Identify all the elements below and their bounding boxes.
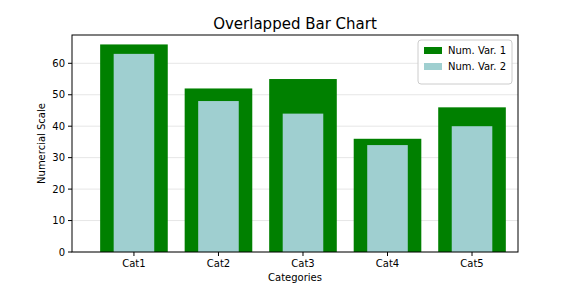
y-tick-label: 10 (52, 215, 65, 226)
x-tick-label: Cat1 (122, 258, 145, 269)
x-tick (302, 252, 303, 256)
y-axis-label: Numercial Scale (36, 103, 47, 184)
plot-frame (72, 35, 518, 252)
legend-label: Num. Var. 1 (448, 45, 506, 56)
legend-box (418, 40, 512, 84)
y-tick-label: 60 (52, 58, 65, 69)
legend-swatch (424, 63, 442, 70)
bar (269, 79, 337, 252)
bar (114, 54, 155, 252)
y-tick-label: 0 (59, 247, 65, 258)
chart: 0 10 20 30 40 50 60 Cat1 Cat2 Cat3 Cat4 Cat5 Overlap… (0, 0, 576, 288)
y-tick (68, 94, 72, 95)
x-tick (218, 252, 219, 256)
x-tick-label: Cat2 (207, 258, 230, 269)
y-tick (68, 157, 72, 158)
y-tick (68, 63, 72, 64)
title: Overlapped Bar Chart (213, 15, 377, 33)
bar (283, 114, 324, 252)
legend-label: Num. Var. 2 (448, 61, 506, 72)
y-tick-label: 30 (52, 152, 65, 163)
y-tick-label: 40 (52, 121, 65, 132)
bar (354, 139, 422, 252)
bar (452, 126, 493, 252)
x-axis-label: Categories (268, 272, 322, 283)
y-tick (68, 220, 72, 221)
y-tick (68, 252, 72, 253)
bar (100, 44, 168, 252)
x-tick (472, 252, 473, 256)
bar (198, 101, 239, 252)
y-tick (68, 126, 72, 127)
x-tick-label: Cat3 (291, 258, 314, 269)
bar (438, 107, 506, 252)
y-tick-label: 20 (52, 184, 65, 195)
x-tick (133, 252, 134, 256)
bar (367, 145, 408, 252)
x-tick-label: Cat4 (376, 258, 399, 269)
x-tick (387, 252, 388, 256)
x-tick-label: Cat5 (460, 258, 483, 269)
y-tick-label: 50 (52, 89, 65, 100)
legend-swatch (424, 47, 442, 54)
bar (185, 88, 253, 252)
y-tick (68, 189, 72, 190)
legend: Num. Var. 1 Num. Var. 2 (418, 40, 512, 84)
